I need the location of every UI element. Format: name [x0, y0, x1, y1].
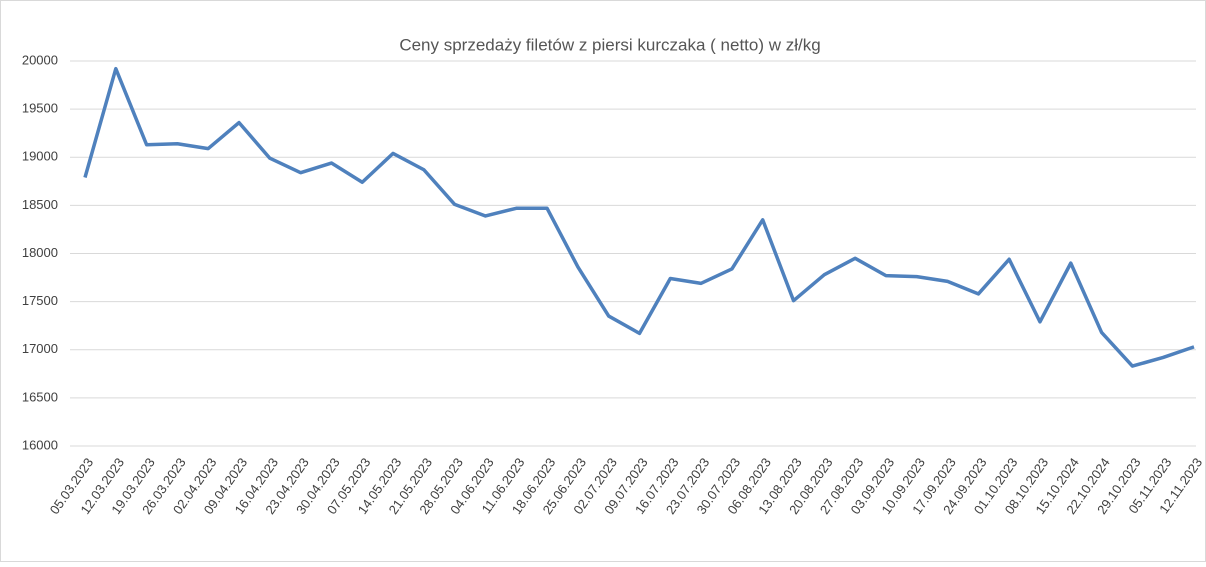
y-tick-label: 20000 [22, 52, 58, 67]
y-tick-label: 16500 [22, 389, 58, 404]
y-tick-label: 18500 [22, 197, 58, 212]
y-tick-label: 19500 [22, 101, 58, 116]
y-tick-label: 16000 [22, 437, 58, 452]
chart-title: Ceny sprzedaży filetów z piersi kurczaka… [399, 35, 820, 54]
y-tick-label: 17000 [22, 341, 58, 356]
y-tick-label: 19000 [22, 149, 58, 164]
y-tick-label: 18000 [22, 245, 58, 260]
line-series [83, 66, 1195, 368]
y-tick-label: 17500 [22, 293, 58, 308]
